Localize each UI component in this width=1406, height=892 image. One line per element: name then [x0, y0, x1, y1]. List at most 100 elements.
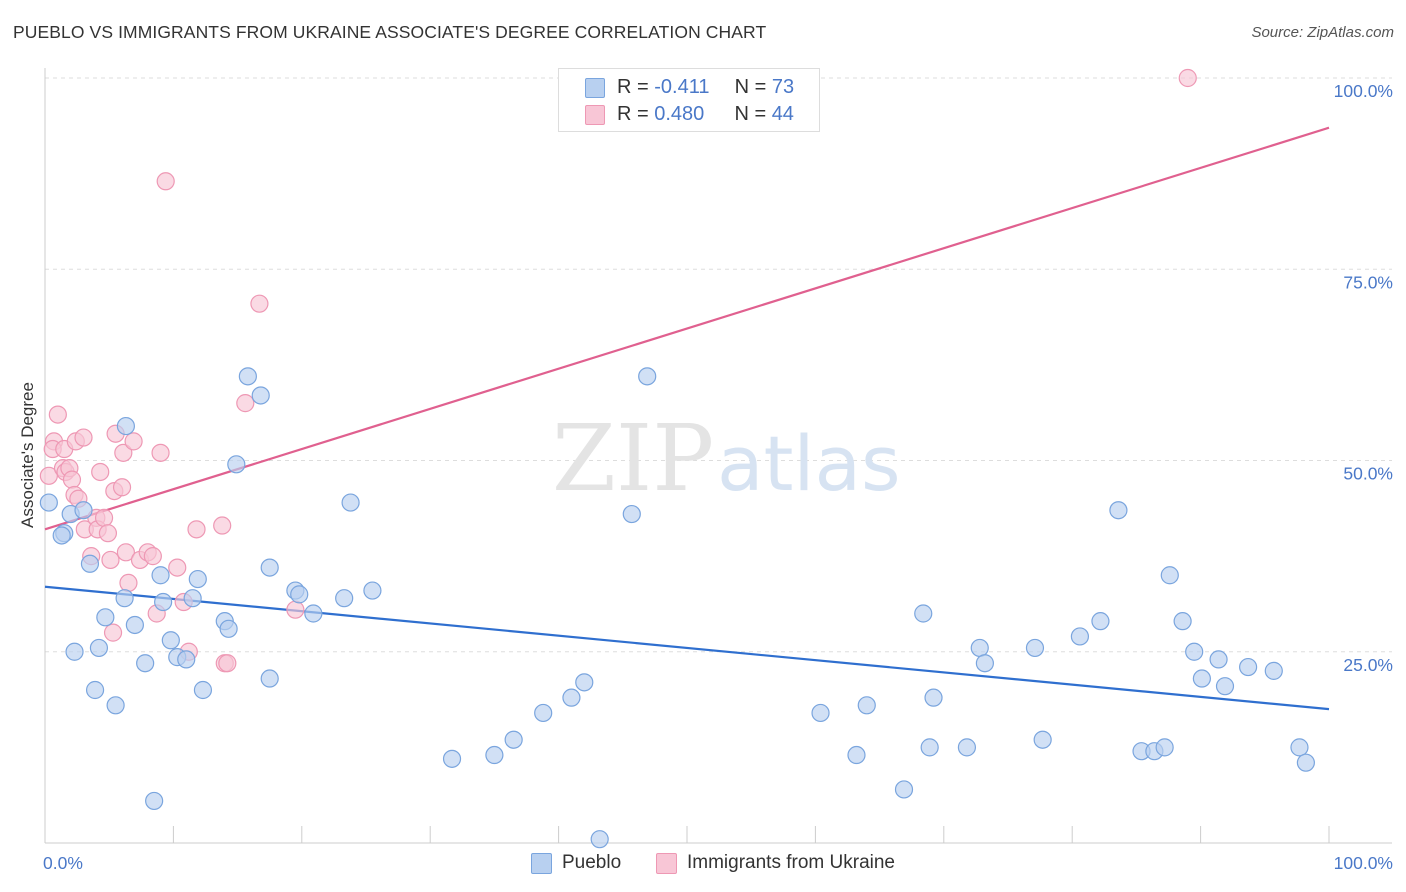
pueblo-point: [970, 638, 989, 658]
ukraine-point: [101, 550, 120, 570]
ukraine-point: [143, 547, 162, 566]
pueblo-point: [363, 581, 382, 600]
ukraine-point: [187, 520, 206, 539]
pueblo-point: [1264, 661, 1283, 680]
ukraine-legend-swatch: [656, 853, 677, 874]
pueblo-point: [914, 604, 933, 623]
ukraine-point: [1178, 68, 1197, 88]
chart-title: PUEBLO VS IMMIGRANTS FROM UKRAINE ASSOCI…: [13, 22, 767, 42]
pueblo-point: [1173, 612, 1192, 631]
ukraine-point: [156, 172, 175, 191]
pueblo-point: [811, 703, 830, 723]
r-label: R =: [617, 103, 655, 125]
pueblo-point: [161, 631, 180, 650]
y-tick-label: 100.0%: [1334, 81, 1393, 101]
pueblo-point: [74, 501, 93, 520]
legend-row-text: R = 0.480 N = 44: [617, 103, 794, 126]
pueblo-point: [106, 696, 125, 715]
legend-row-text: R = -0.411 N = 73: [617, 76, 794, 99]
pueblo-point: [534, 703, 553, 723]
pueblo-point: [96, 608, 115, 627]
pueblo-point: [1239, 657, 1258, 677]
ukraine-point: [124, 432, 143, 451]
ukraine-point: [151, 443, 170, 462]
r-value: -0.411: [654, 76, 710, 98]
pueblo-point: [1192, 669, 1211, 688]
pueblo-point: [920, 738, 939, 757]
pueblo-point: [39, 493, 58, 512]
pueblo-point: [116, 416, 135, 436]
ukraine-point: [112, 478, 132, 497]
pueblo-point: [1025, 638, 1045, 658]
pueblo-point: [341, 493, 360, 512]
pueblo-point: [1033, 730, 1052, 749]
y-tick-label: 50.0%: [1343, 464, 1393, 484]
ukraine-point: [213, 516, 232, 535]
pueblo-point: [1290, 738, 1309, 757]
ukraine-point: [168, 558, 187, 577]
ukraine-point: [114, 443, 133, 462]
ukraine-swatch: [585, 105, 605, 125]
pueblo-point: [504, 730, 523, 749]
watermark-zip: ZIP: [552, 405, 714, 512]
ukraine-point: [62, 470, 82, 489]
pueblo-point: [562, 688, 581, 707]
y-tick-label: 75.0%: [1343, 272, 1393, 292]
n-label: N =: [734, 103, 772, 125]
ukraine-point: [94, 508, 114, 527]
pueblo-point: [1155, 738, 1174, 757]
pueblo-swatch: [585, 78, 605, 98]
r-value: 0.480: [654, 103, 705, 125]
pueblo-point: [89, 638, 109, 658]
stats-legend: R = -0.411 N = 73 R = 0.480 N = 44: [558, 68, 820, 132]
pueblo-point: [894, 780, 914, 799]
pueblo-point: [1091, 612, 1110, 631]
grid: [45, 77, 1392, 653]
pueblo-point: [485, 745, 504, 765]
pueblo-point: [188, 569, 207, 589]
pueblo-point: [115, 589, 134, 608]
watermark: ZIP atlas: [552, 405, 901, 512]
pueblo-point: [145, 791, 164, 811]
data-points: [39, 68, 1315, 849]
pueblo-point: [957, 738, 977, 757]
ukraine-trend-line: [44, 126, 1330, 531]
ukraine-point: [218, 654, 237, 673]
pueblo-point: [183, 589, 202, 608]
pueblo-point: [1109, 501, 1128, 520]
pueblo-point: [238, 367, 257, 386]
n-value: 44: [771, 103, 794, 125]
pueblo-point: [251, 386, 270, 405]
pueblo-trend-line: [44, 585, 1330, 711]
n-value: 73: [771, 76, 795, 98]
legend-label-pueblo: Pueblo: [562, 852, 622, 873]
ukraine-point: [98, 524, 118, 543]
pueblo-point: [857, 696, 876, 715]
pueblo-point: [260, 558, 279, 577]
pueblo-point: [260, 669, 279, 688]
pueblo-point: [1209, 650, 1228, 669]
ukraine-point: [286, 600, 305, 619]
pueblo-point: [590, 830, 609, 849]
pueblo-point: [442, 749, 462, 768]
pueblo-point: [1185, 642, 1204, 661]
pueblo-point: [575, 673, 594, 692]
pueblo-point: [177, 650, 196, 669]
pueblo-point: [924, 688, 943, 707]
pueblo-point: [65, 642, 84, 661]
pueblo-point: [638, 367, 657, 386]
pueblo-point: [1070, 627, 1090, 646]
y-axis-label: Associate's Degree: [18, 382, 37, 528]
x-tick-label-max: 100.0%: [1334, 853, 1393, 873]
ukraine-point: [103, 623, 123, 642]
ukraine-point: [250, 294, 269, 313]
pueblo-point: [1160, 566, 1179, 585]
watermark-atlas: atlas: [717, 419, 901, 508]
x-tick-label-min: 0.0%: [43, 853, 83, 873]
pueblo-point: [1215, 677, 1235, 696]
legend-label-ukraine: Immigrants from Ukraine: [687, 852, 895, 873]
pueblo-point: [227, 455, 246, 474]
pueblo-point: [622, 504, 641, 524]
pueblo-point: [1296, 753, 1315, 772]
